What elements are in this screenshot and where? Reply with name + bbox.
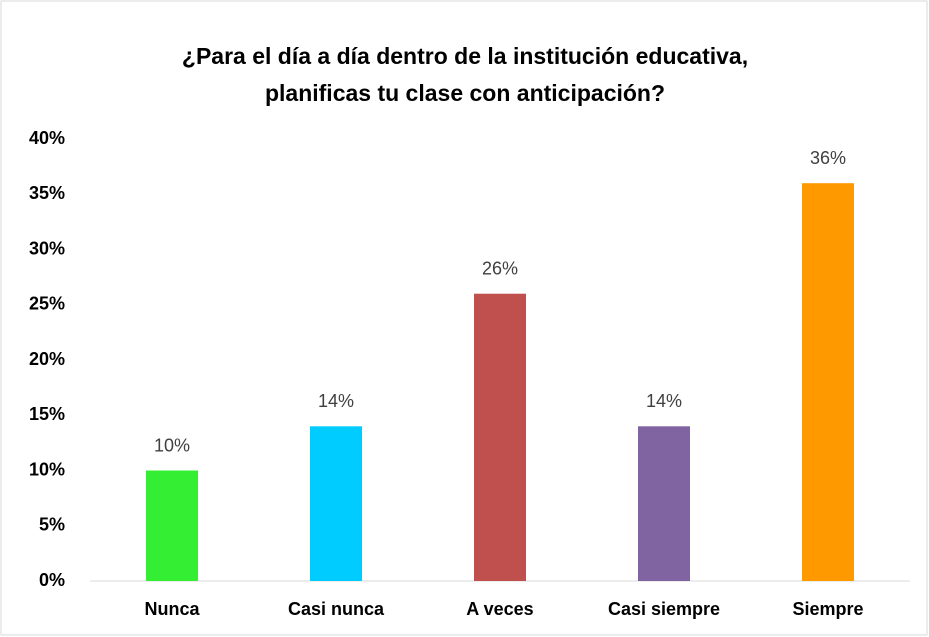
bar	[146, 470, 198, 581]
y-tick-label: 15%	[29, 404, 65, 424]
y-tick-label: 40%	[29, 128, 65, 148]
x-tick-label: Casi nunca	[288, 599, 385, 619]
y-tick-label: 20%	[29, 349, 65, 369]
data-label: 14%	[318, 391, 354, 411]
chart-title: planificas tu clase con anticipación?	[265, 80, 665, 106]
x-tick-label: Siempre	[792, 599, 863, 619]
x-tick-label: A veces	[466, 599, 533, 619]
data-label: 26%	[482, 258, 518, 278]
y-tick-label: 30%	[29, 238, 65, 258]
data-label: 10%	[154, 435, 190, 455]
y-tick-label: 10%	[29, 459, 65, 479]
bar	[802, 183, 854, 581]
data-label: 14%	[646, 391, 682, 411]
y-tick-label: 35%	[29, 183, 65, 203]
data-label: 36%	[810, 148, 846, 168]
bar	[474, 293, 526, 581]
x-tick-label: Nunca	[144, 599, 200, 619]
y-tick-label: 25%	[29, 294, 65, 314]
chart-title: ¿Para el día a día dentro de la instituc…	[182, 43, 748, 69]
y-tick-label: 0%	[39, 570, 65, 590]
x-tick-label: Casi siempre	[608, 599, 720, 619]
bar	[638, 426, 690, 581]
y-tick-label: 5%	[39, 515, 65, 535]
bar	[310, 426, 362, 581]
